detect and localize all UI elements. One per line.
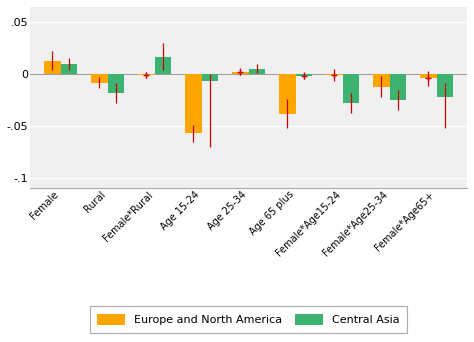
Bar bbox=[343, 74, 359, 103]
Bar bbox=[61, 64, 77, 74]
Bar bbox=[326, 74, 343, 75]
Bar bbox=[201, 74, 218, 81]
Bar bbox=[390, 74, 406, 100]
Bar bbox=[295, 74, 312, 76]
Bar bbox=[155, 57, 171, 74]
Bar bbox=[44, 61, 61, 74]
Bar bbox=[420, 74, 437, 78]
Bar bbox=[279, 74, 295, 114]
Bar bbox=[91, 74, 108, 82]
Legend: Europe and North America, Central Asia: Europe and North America, Central Asia bbox=[90, 306, 408, 333]
Bar bbox=[185, 74, 201, 133]
Bar bbox=[248, 69, 265, 74]
Bar bbox=[232, 72, 248, 74]
Bar bbox=[437, 74, 453, 97]
Bar bbox=[108, 74, 124, 93]
Bar bbox=[373, 74, 390, 87]
Bar bbox=[138, 74, 155, 75]
